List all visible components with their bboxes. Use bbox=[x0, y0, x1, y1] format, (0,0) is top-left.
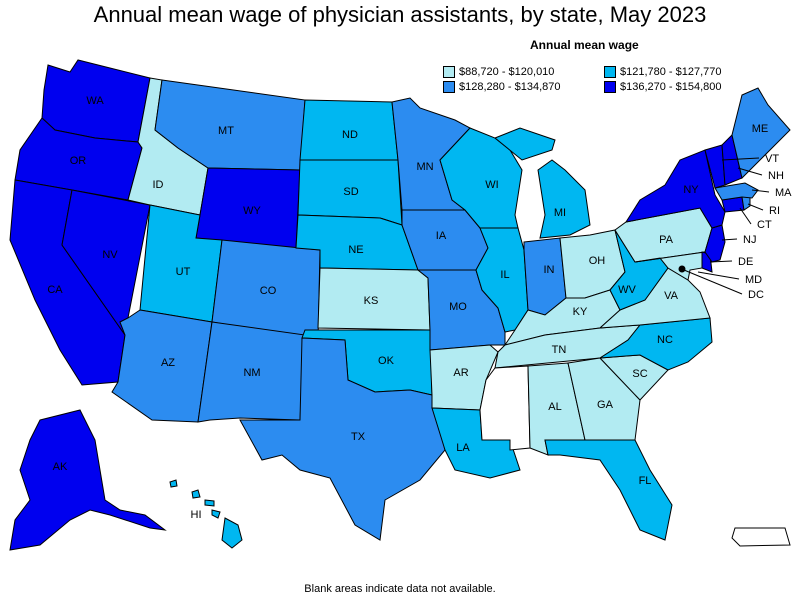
footnote: Blank areas indicate data not available. bbox=[304, 583, 496, 595]
state-label-me: ME bbox=[752, 123, 769, 135]
legend-swatch bbox=[604, 81, 616, 93]
state-label-al: AL bbox=[548, 401, 561, 413]
legend-label: $121,780 - $127,770 bbox=[620, 66, 722, 78]
state-label-wi: WI bbox=[485, 179, 498, 191]
state-label-id: ID bbox=[153, 179, 164, 191]
legend-swatch bbox=[443, 81, 455, 93]
legend-label: $136,270 - $154,800 bbox=[620, 81, 722, 93]
state-pr[interactable] bbox=[731, 527, 791, 547]
state-label-ak: AK bbox=[53, 461, 68, 473]
leader-line-vt bbox=[721, 157, 760, 161]
state-label-wy: WY bbox=[243, 205, 261, 217]
state-label-mo: MO bbox=[449, 301, 467, 313]
state-label-mn: MN bbox=[416, 161, 433, 173]
state-label-ar: AR bbox=[453, 367, 468, 379]
legend-item-bin-4: $136,270 - $154,800 bbox=[604, 81, 722, 93]
state-label-ia: IA bbox=[436, 230, 447, 242]
state-label-nj: NJ bbox=[743, 234, 756, 246]
state-label-va: VA bbox=[664, 290, 679, 302]
state-ms[interactable] bbox=[479, 365, 531, 451]
state-label-nm: NM bbox=[243, 367, 260, 379]
state-label-dc: DC bbox=[748, 289, 764, 301]
state-ak[interactable] bbox=[9, 409, 167, 551]
state-label-az: AZ bbox=[161, 357, 175, 369]
state-ga[interactable] bbox=[567, 357, 641, 441]
state-label-ne: NE bbox=[348, 244, 363, 256]
legend-item-bin-2: $121,780 - $127,770 bbox=[604, 66, 722, 78]
state-label-ca: CA bbox=[47, 284, 63, 296]
state-ny[interactable] bbox=[624, 149, 726, 229]
leader-line-nh bbox=[737, 167, 763, 176]
state-tx[interactable] bbox=[239, 337, 446, 541]
legend-label: $88,720 - $120,010 bbox=[459, 66, 555, 78]
state-label-ok: OK bbox=[378, 355, 395, 367]
state-label-mt: MT bbox=[218, 125, 234, 137]
state-nc[interactable] bbox=[599, 317, 713, 371]
state-wi[interactable] bbox=[439, 127, 523, 229]
state-il[interactable] bbox=[475, 227, 529, 333]
state-label-or: OR bbox=[70, 155, 87, 167]
legend-swatch bbox=[604, 66, 616, 78]
state-label-wv: WV bbox=[618, 284, 636, 296]
state-label-pa: PA bbox=[659, 234, 674, 246]
leader-line-md bbox=[697, 271, 740, 280]
legend-item-bin-1: $88,720 - $120,010 bbox=[443, 66, 554, 78]
state-label-md: MD bbox=[745, 274, 762, 286]
state-label-mi: MI bbox=[554, 207, 566, 219]
state-label-co: CO bbox=[260, 285, 277, 297]
legend-swatch bbox=[443, 66, 455, 78]
state-hi[interactable] bbox=[169, 479, 243, 549]
map-title: Annual mean wage of physician assistants… bbox=[93, 2, 707, 27]
leader-line-ri bbox=[747, 203, 764, 211]
leader-line-de bbox=[709, 260, 733, 263]
state-label-wa: WA bbox=[86, 95, 104, 107]
state-label-in: IN bbox=[544, 264, 555, 276]
state-label-la: LA bbox=[456, 442, 470, 454]
leader-line-dc bbox=[683, 269, 743, 295]
state-dc[interactable] bbox=[678, 265, 686, 273]
state-label-ct: CT bbox=[757, 219, 772, 231]
state-label-hi: HI bbox=[191, 509, 202, 521]
state-me[interactable] bbox=[731, 87, 791, 179]
state-label-sd: SD bbox=[343, 186, 358, 198]
state-label-ks: KS bbox=[364, 295, 379, 307]
state-label-fl: FL bbox=[639, 475, 652, 487]
state-label-ny: NY bbox=[683, 184, 699, 196]
state-label-sc: SC bbox=[632, 368, 647, 380]
state-label-nv: NV bbox=[102, 249, 118, 261]
state-label-ky: KY bbox=[573, 306, 588, 318]
legend-label: $128,280 - $134,870 bbox=[459, 81, 561, 93]
state-label-oh: OH bbox=[589, 255, 606, 267]
state-label-tn: TN bbox=[552, 344, 567, 356]
state-label-tx: TX bbox=[351, 431, 366, 443]
state-label-ri: RI bbox=[769, 205, 780, 217]
state-label-il: IL bbox=[500, 269, 509, 281]
legend-item-bin-3: $128,280 - $134,870 bbox=[443, 81, 561, 93]
state-label-ga: GA bbox=[597, 399, 614, 411]
state-label-nd: ND bbox=[342, 129, 358, 141]
legend-title: Annual mean wage bbox=[530, 38, 639, 52]
state-label-de: DE bbox=[738, 256, 753, 268]
state-mi[interactable] bbox=[494, 127, 591, 239]
state-label-ma: MA bbox=[775, 187, 792, 199]
leader-line-ct bbox=[739, 207, 752, 225]
state-label-ut: UT bbox=[176, 266, 191, 278]
state-label-nh: NH bbox=[768, 170, 784, 182]
state-label-nc: NC bbox=[657, 334, 673, 346]
state-label-vt: VT bbox=[765, 153, 779, 165]
leader-line-ma bbox=[751, 189, 770, 193]
state-fl[interactable] bbox=[544, 439, 673, 541]
state-ma[interactable] bbox=[714, 182, 759, 201]
leader-line-nj bbox=[721, 238, 738, 241]
